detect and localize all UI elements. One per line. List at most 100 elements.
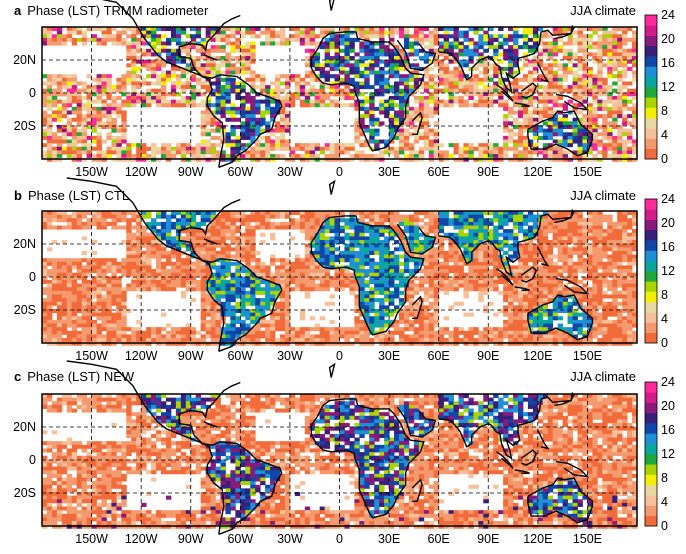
phase-cell [270,312,276,317]
phase-cell [46,37,53,42]
phase-cell [443,37,449,42]
phase-cell [51,272,58,277]
phase-cell [344,338,350,343]
phase-cell [86,37,92,42]
phase-cell [329,247,335,252]
phase-cell [56,294,63,299]
phase-cell [161,221,167,226]
phase-cell [270,27,276,32]
phase-cell [126,261,132,266]
phase-cell [200,114,207,119]
phase-cell [369,139,375,144]
phase-cell [66,287,73,292]
phase-cell [384,211,390,216]
phase-cell [131,327,137,332]
phase-cell [324,327,330,332]
phase-cell [170,287,177,292]
phase-cell [106,117,112,122]
phase-cell [379,106,385,111]
phase-cell [81,135,88,140]
phase-cell [185,218,192,223]
phase-cell [379,269,385,274]
phase-cell [567,110,573,115]
phase-cell [106,276,112,281]
phase-cell [235,110,241,115]
phase-cell [334,334,340,339]
phase-cell [309,229,316,234]
phase-cell [165,225,172,230]
phase-cell [46,287,53,292]
phase-cell [622,66,628,71]
phase-cell [349,81,355,86]
phase-cell [289,103,296,108]
phase-cell [547,56,554,61]
phase-cell [56,305,63,310]
phase-cell [433,128,440,133]
phase-cell [399,279,405,284]
phase-cell [314,240,321,245]
phase-cell [384,114,390,119]
phase-cell [379,232,385,237]
phase-cell [200,132,207,137]
phase-cell [329,327,335,332]
phase-cell [319,45,326,50]
phase-cell [250,283,256,288]
phase-cell [200,214,207,219]
phase-cell [126,327,132,332]
phase-cell [344,250,350,255]
phase-cell [339,330,345,335]
phase-cell [319,243,326,248]
phase-cell [324,56,330,61]
colorbar-frame [644,14,658,160]
phase-cell [349,272,355,277]
phase-cell [294,143,301,148]
phase-cell [116,81,122,86]
phase-cell [250,211,256,216]
phase-cell [116,290,122,295]
phase-cell [250,279,256,284]
phase-cell [270,110,276,115]
phase-cell [334,225,340,230]
phase-cell [245,265,251,270]
phase-cell [577,103,583,108]
phase-cell [438,143,445,148]
phase-cell [369,301,375,306]
phase-cell [156,63,162,68]
phase-cell [473,103,479,108]
phase-cell [175,218,182,223]
phase-cell [483,34,489,39]
phase-cell [319,316,326,321]
phase-cell [225,330,231,335]
phase-cell [240,45,246,50]
phase-cell [260,77,266,82]
phase-cell [562,103,568,108]
phase-cell [81,327,88,332]
phase-cell [587,132,593,137]
phase-cell [235,269,241,274]
phase-cell [76,305,83,310]
phase-cell [170,330,177,335]
phase-cell [423,74,430,79]
phase-cell [592,125,598,130]
phase-cell [329,59,335,64]
phase-cell [240,279,246,284]
phase-cell [86,27,92,32]
phase-cell [289,269,296,274]
phase-cell [498,27,504,32]
phase-cell [493,52,499,57]
phase-cell [428,114,435,119]
phase-cell [121,240,127,245]
phase-cell [151,330,157,335]
phase-cell [106,334,112,339]
phase-cell [205,319,211,324]
phase-cell [81,81,88,86]
phase-cell [215,103,221,108]
phase-cell [364,66,370,71]
phase-cell [121,30,127,35]
phase-cell [448,154,454,159]
phase-cell [478,150,484,155]
phase-cell [91,154,97,159]
phase-cell [66,150,73,155]
phase-cell [71,41,78,46]
season-label: JJA climate [570,3,636,18]
